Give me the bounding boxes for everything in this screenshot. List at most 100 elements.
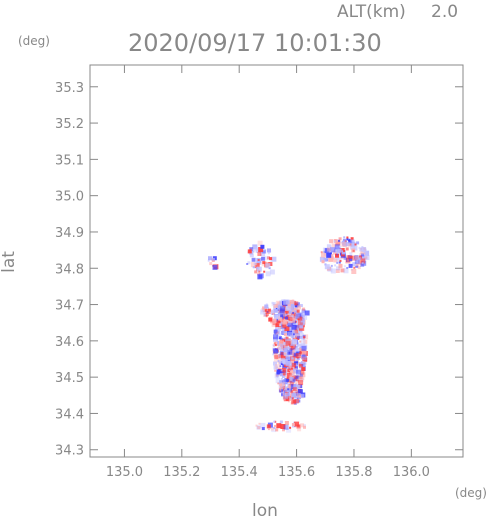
echo-cell	[280, 339, 282, 342]
echo-cell	[279, 340, 284, 346]
echo-cell	[273, 334, 278, 340]
echo-cell	[280, 357, 286, 363]
echo-cell	[265, 303, 268, 306]
echo-cell	[338, 261, 341, 264]
echo-cell	[331, 243, 336, 248]
echo-cell	[301, 349, 307, 355]
echo-cell	[273, 359, 278, 364]
echo-cell	[301, 362, 306, 367]
echo-cell	[274, 425, 276, 427]
y-tick-label: 34.3	[55, 444, 84, 459]
echo-cell	[336, 253, 339, 256]
echo-cell	[343, 256, 347, 260]
echo-cell	[286, 427, 292, 433]
echo-cell	[323, 257, 328, 262]
echo-cell	[298, 312, 300, 315]
echo-cell	[274, 341, 279, 346]
echo-cell	[289, 341, 295, 347]
echo-cell	[252, 266, 255, 269]
echo-cell	[260, 244, 265, 249]
echo-cell	[298, 316, 303, 321]
echo-cell	[335, 240, 341, 246]
echo-cell	[302, 314, 308, 320]
echo-cell	[273, 313, 277, 317]
echo-cell	[338, 237, 342, 241]
echo-cell	[340, 268, 345, 273]
echo-cell	[357, 266, 361, 270]
echo-cell	[299, 335, 303, 339]
echo-cell	[291, 399, 297, 405]
echo-cell	[282, 374, 285, 378]
echo-cell	[330, 268, 336, 274]
echo-cell	[258, 272, 261, 275]
echo-cell	[272, 319, 277, 324]
echo-cell	[302, 307, 306, 311]
echo-cell	[294, 368, 297, 372]
echo-cell	[263, 313, 267, 317]
echo-cell	[291, 423, 295, 426]
echo-cell	[268, 317, 273, 322]
echo-cell	[298, 363, 303, 368]
echo-cell	[274, 344, 277, 347]
echo-cell	[292, 387, 297, 392]
echo-cell	[275, 300, 280, 305]
echo-cell	[279, 319, 282, 322]
echo-cell	[341, 242, 344, 245]
echo-cell	[331, 250, 334, 253]
echo-cell	[333, 258, 338, 263]
echo-cell	[280, 369, 283, 372]
echo-cell	[290, 344, 296, 350]
echo-cell	[290, 369, 295, 373]
echo-cell	[295, 382, 298, 385]
echo-cell	[300, 339, 306, 344]
echo-cell	[290, 371, 296, 377]
echo-cell	[271, 309, 275, 314]
echo-cell	[254, 263, 260, 268]
echo-cell	[273, 365, 278, 370]
echo-cell	[282, 329, 288, 335]
echo-cell	[257, 240, 263, 246]
echo-cell	[282, 379, 288, 385]
echo-cell	[292, 378, 296, 382]
echo-cell	[349, 252, 353, 256]
echo-cell	[275, 378, 281, 384]
echo-cell	[320, 251, 323, 254]
echo-cell	[363, 247, 366, 251]
echo-cell	[283, 341, 287, 345]
echo-cell	[264, 304, 269, 309]
echo-cell	[287, 388, 290, 391]
echo-cell	[343, 236, 346, 239]
echo-cell	[290, 390, 294, 394]
echo-cell	[291, 329, 296, 334]
echo-cell	[355, 255, 359, 260]
echo-cell	[281, 338, 287, 344]
datetime-title: 2020/09/17 10:01:30	[128, 29, 382, 57]
echo-cell	[296, 379, 300, 383]
echo-cell	[284, 326, 290, 332]
echo-cell	[269, 269, 275, 275]
echo-cell	[275, 363, 280, 369]
echo-cell	[267, 248, 271, 253]
echo-cell	[285, 355, 291, 361]
echo-cell	[289, 376, 294, 381]
echo-cell	[255, 424, 258, 427]
echo-cell	[334, 248, 338, 253]
echo-cell	[247, 249, 252, 254]
echo-cell	[302, 361, 305, 364]
echo-cell	[209, 262, 213, 266]
echo-cell	[288, 395, 292, 399]
echo-cell	[285, 314, 288, 316]
echo-cell	[292, 392, 296, 396]
echo-cell	[303, 334, 309, 340]
echo-cell	[346, 238, 349, 241]
echo-cell	[288, 320, 292, 324]
echo-cell	[330, 256, 334, 261]
echo-cell	[291, 324, 297, 330]
echo-cell	[299, 324, 304, 329]
echo-cell	[339, 245, 342, 248]
echo-cell	[261, 307, 264, 310]
echo-cell	[278, 361, 282, 365]
echo-cell	[292, 376, 298, 381]
echo-cell	[361, 253, 364, 257]
echo-cell	[287, 323, 292, 328]
